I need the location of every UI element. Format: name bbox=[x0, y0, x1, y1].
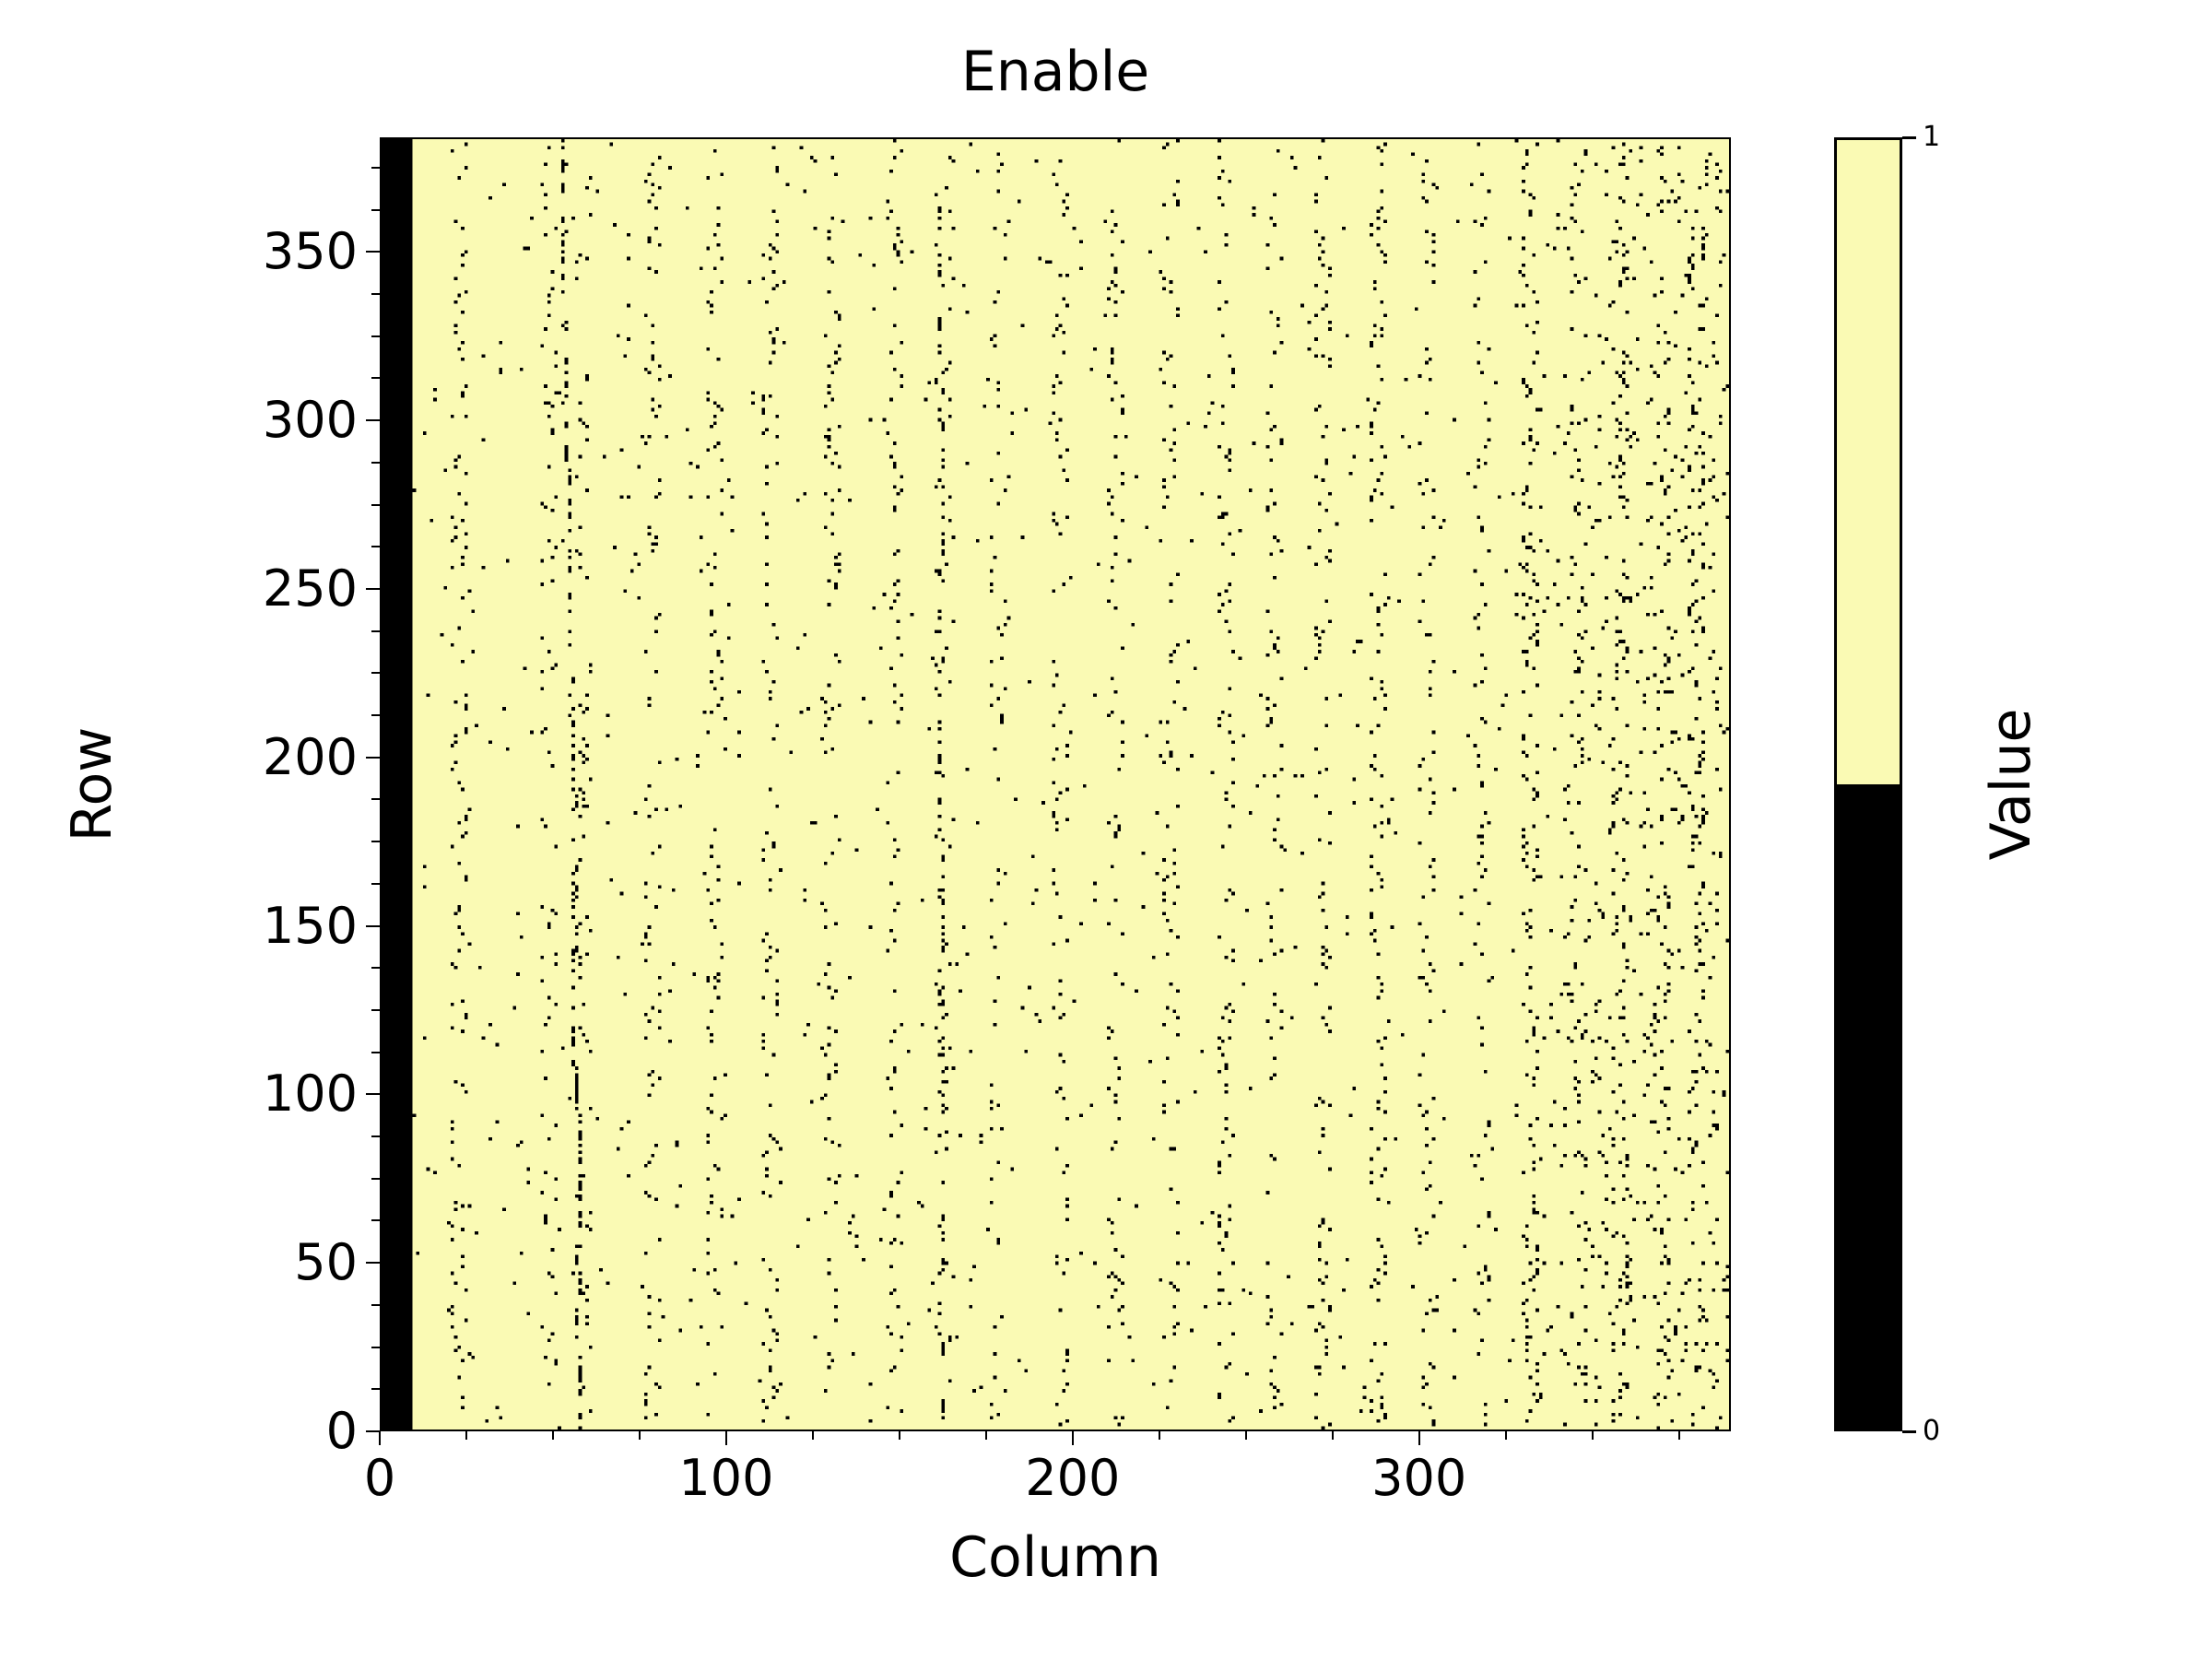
y-tick-major bbox=[366, 251, 380, 253]
heatmap-image bbox=[382, 139, 1729, 1430]
colorbar-segment-low bbox=[1837, 784, 1900, 1429]
y-tick-minor bbox=[371, 461, 380, 464]
y-tick-label: 50 bbox=[294, 1233, 358, 1292]
y-tick-minor bbox=[371, 1135, 380, 1138]
page-title: Enable bbox=[960, 40, 1150, 104]
x-tick-minor bbox=[984, 1431, 987, 1440]
x-tick-minor bbox=[811, 1431, 814, 1440]
x-tick-major bbox=[724, 1431, 727, 1445]
x-tick-label: 0 bbox=[363, 1449, 396, 1507]
x-axis-label: Column bbox=[949, 1525, 1161, 1590]
y-tick-label: 100 bbox=[262, 1065, 358, 1124]
x-tick-major bbox=[1418, 1431, 1420, 1445]
y-tick-label: 200 bbox=[262, 727, 358, 786]
colorbar-tick-label: 0 bbox=[1923, 1415, 1941, 1447]
x-tick-minor bbox=[638, 1431, 641, 1440]
y-tick-minor bbox=[371, 882, 380, 885]
x-tick-minor bbox=[551, 1431, 554, 1440]
heatmap-plot-area[interactable] bbox=[380, 137, 1731, 1431]
y-tick-major bbox=[366, 1262, 380, 1265]
y-axis-label: Row bbox=[60, 726, 124, 842]
x-tick-minor bbox=[898, 1431, 900, 1440]
y-tick-major bbox=[366, 1430, 380, 1432]
x-tick-minor bbox=[1158, 1431, 1160, 1440]
y-tick-minor bbox=[371, 503, 380, 506]
y-tick-minor bbox=[371, 166, 380, 169]
x-tick-label: 200 bbox=[1025, 1449, 1121, 1507]
y-tick-label: 0 bbox=[325, 1402, 358, 1460]
y-tick-minor bbox=[371, 1303, 380, 1306]
colorbar-tick bbox=[1902, 136, 1916, 139]
x-tick-label: 300 bbox=[1371, 1449, 1467, 1507]
y-tick-major bbox=[366, 587, 380, 590]
colorbar-tick-label: 1 bbox=[1923, 121, 1941, 153]
y-tick-minor bbox=[371, 546, 380, 548]
y-tick-minor bbox=[371, 208, 380, 211]
y-tick-minor bbox=[371, 1219, 380, 1222]
y-tick-minor bbox=[371, 672, 380, 675]
y-tick-label: 300 bbox=[262, 391, 358, 450]
y-tick-minor bbox=[371, 1177, 380, 1180]
y-tick-label: 350 bbox=[262, 222, 358, 281]
x-tick-major bbox=[379, 1431, 381, 1445]
y-tick-minor bbox=[371, 841, 380, 843]
colorbar[interactable] bbox=[1834, 137, 1902, 1431]
y-tick-minor bbox=[371, 1346, 380, 1348]
y-tick-label: 150 bbox=[262, 896, 358, 955]
y-tick-minor bbox=[371, 1051, 380, 1053]
y-tick-minor bbox=[371, 629, 380, 632]
x-tick-major bbox=[1071, 1431, 1074, 1445]
x-tick-minor bbox=[465, 1431, 467, 1440]
y-tick-major bbox=[366, 419, 380, 422]
y-tick-label: 250 bbox=[262, 559, 358, 618]
y-tick-minor bbox=[371, 714, 380, 717]
y-tick-minor bbox=[371, 967, 380, 970]
y-tick-major bbox=[366, 1093, 380, 1096]
y-tick-minor bbox=[371, 798, 380, 801]
y-tick-major bbox=[366, 756, 380, 759]
colorbar-tick bbox=[1902, 1430, 1916, 1433]
y-tick-minor bbox=[371, 335, 380, 337]
y-tick-minor bbox=[371, 377, 380, 380]
x-tick-label: 100 bbox=[678, 1449, 774, 1507]
y-tick-minor bbox=[371, 293, 380, 296]
y-tick-major bbox=[366, 924, 380, 927]
colorbar-segment-high bbox=[1837, 140, 1900, 784]
x-tick-minor bbox=[1504, 1431, 1507, 1440]
y-tick-minor bbox=[371, 1008, 380, 1011]
colorbar-label: Value bbox=[1979, 708, 2043, 861]
x-tick-minor bbox=[1244, 1431, 1247, 1440]
x-tick-minor bbox=[1331, 1431, 1334, 1440]
x-tick-minor bbox=[1591, 1431, 1594, 1440]
x-tick-minor bbox=[1677, 1431, 1680, 1440]
y-tick-minor bbox=[371, 1388, 380, 1391]
